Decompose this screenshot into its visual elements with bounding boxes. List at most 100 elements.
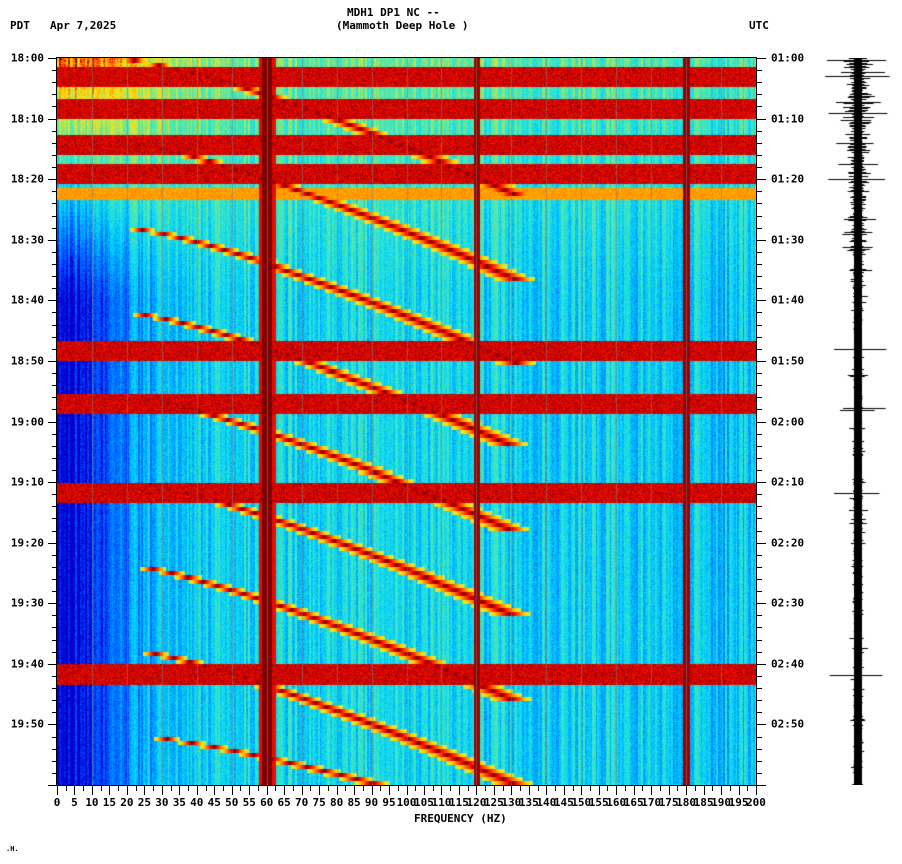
- frequency-label: 50: [225, 796, 239, 809]
- time-label-utc: 02:30: [771, 596, 805, 610]
- time-label-pdt: 18:10: [10, 112, 44, 126]
- frequency-tick: [257, 786, 259, 791]
- time-label-utc: 01:20: [771, 172, 805, 186]
- date-label: Apr 7,2025: [50, 19, 117, 32]
- seismogram-canvas[interactable]: [818, 58, 898, 785]
- frequency-tick: [380, 786, 382, 791]
- frequency-tick: [240, 786, 242, 791]
- time-tick-utc: [757, 288, 762, 290]
- frequency-tick: [170, 786, 172, 791]
- time-tick-pdt: [48, 179, 57, 181]
- time-tick-pdt: [52, 130, 57, 132]
- time-tick-pdt: [52, 494, 57, 496]
- spectrogram-canvas[interactable]: [57, 58, 756, 785]
- frequency-tick: [354, 786, 356, 795]
- frequency-label: 55: [242, 796, 256, 809]
- frequency-tick: [432, 786, 434, 791]
- time-tick-pdt: [52, 142, 57, 144]
- frequency-tick: [458, 786, 460, 795]
- frequency-tick: [686, 786, 688, 795]
- frequency-tick: [624, 786, 626, 791]
- time-tick-pdt: [48, 724, 57, 726]
- corner-mark: .H.: [6, 845, 19, 853]
- time-tick-pdt: [52, 736, 57, 738]
- time-label-pdt: 19:40: [10, 657, 44, 671]
- frequency-tick: [703, 786, 705, 795]
- time-tick-pdt: [52, 748, 57, 750]
- frequency-tick: [74, 786, 76, 795]
- time-axis-utc: 01:00 01:10 01:20 01:30 01:40 01:50 02:00 02:10…: [757, 53, 837, 786]
- seismogram-trace[interactable]: [818, 58, 898, 785]
- time-tick-pdt: [52, 409, 57, 411]
- frequency-tick: [310, 786, 312, 791]
- time-label-utc: 01:40: [771, 293, 805, 307]
- time-tick-utc: [757, 118, 766, 120]
- frequency-label: 65: [277, 796, 291, 809]
- time-tick-utc: [757, 700, 762, 702]
- time-label-utc: 02:10: [771, 475, 805, 489]
- frequency-tick: [642, 786, 644, 791]
- time-tick-utc: [757, 58, 766, 59]
- time-tick-utc: [757, 603, 766, 605]
- time-tick-utc: [757, 154, 762, 156]
- frequency-tick: [555, 786, 557, 791]
- time-tick-pdt: [52, 469, 57, 471]
- time-tick-utc: [757, 445, 762, 447]
- frequency-label: 10: [85, 796, 99, 809]
- frequency-label: 175: [658, 796, 679, 809]
- time-tick-utc: [757, 191, 762, 193]
- frequency-label: 40: [190, 796, 204, 809]
- frequency-tick: [738, 786, 740, 795]
- time-tick-utc: [757, 70, 762, 72]
- time-tick-utc: [757, 579, 762, 581]
- frequency-tick: [616, 786, 618, 795]
- frequency-label: 60: [260, 796, 274, 809]
- frequency-tick: [581, 786, 583, 795]
- time-tick-utc: [757, 615, 762, 617]
- frequency-label: 195: [728, 796, 749, 809]
- time-label-pdt: 19:10: [10, 475, 44, 489]
- time-tick-utc: [757, 724, 766, 726]
- frequency-label: 125: [483, 796, 504, 809]
- time-tick-utc: [757, 179, 766, 181]
- time-tick-pdt: [52, 215, 57, 217]
- frequency-label: 145: [553, 796, 574, 809]
- frequency-tick: [747, 786, 749, 791]
- frequency-label: 190: [711, 796, 731, 809]
- frequency-tick: [694, 786, 696, 791]
- frequency-label: 160: [606, 796, 627, 809]
- frequency-label: 165: [623, 796, 644, 809]
- time-tick-pdt: [48, 239, 57, 241]
- frequency-label: 110: [431, 796, 452, 809]
- time-tick-utc: [757, 251, 762, 253]
- time-tick-pdt: [52, 385, 57, 387]
- time-tick-pdt: [52, 324, 57, 326]
- time-tick-pdt: [52, 566, 57, 568]
- frequency-label: 170: [641, 796, 662, 809]
- time-tick-pdt: [52, 700, 57, 702]
- station-subtitle: (Mammoth Deep Hole ): [336, 19, 469, 32]
- frequency-tick: [231, 786, 233, 795]
- frequency-label: 115: [448, 796, 469, 809]
- time-tick-pdt: [52, 615, 57, 617]
- frequency-label: 85: [347, 796, 361, 809]
- time-tick-pdt: [52, 154, 57, 156]
- frequency-tick: [336, 786, 338, 795]
- frequency-tick: [467, 786, 469, 791]
- time-tick-utc: [757, 554, 762, 556]
- time-tick-pdt: [52, 554, 57, 556]
- frequency-label: 20: [120, 796, 134, 809]
- time-tick-pdt: [48, 785, 57, 786]
- time-tick-pdt: [52, 191, 57, 193]
- time-tick-utc: [757, 494, 762, 496]
- frequency-tick: [633, 786, 635, 795]
- frequency-tick: [397, 786, 399, 791]
- spectrogram-plot[interactable]: [57, 58, 756, 785]
- frequency-tick: [179, 786, 181, 795]
- time-tick-utc: [757, 215, 762, 217]
- time-tick-utc: [757, 348, 762, 350]
- frequency-label: 120: [466, 796, 487, 809]
- frequency-tick: [729, 786, 731, 791]
- time-tick-pdt: [52, 772, 57, 774]
- frequency-tick: [712, 786, 714, 791]
